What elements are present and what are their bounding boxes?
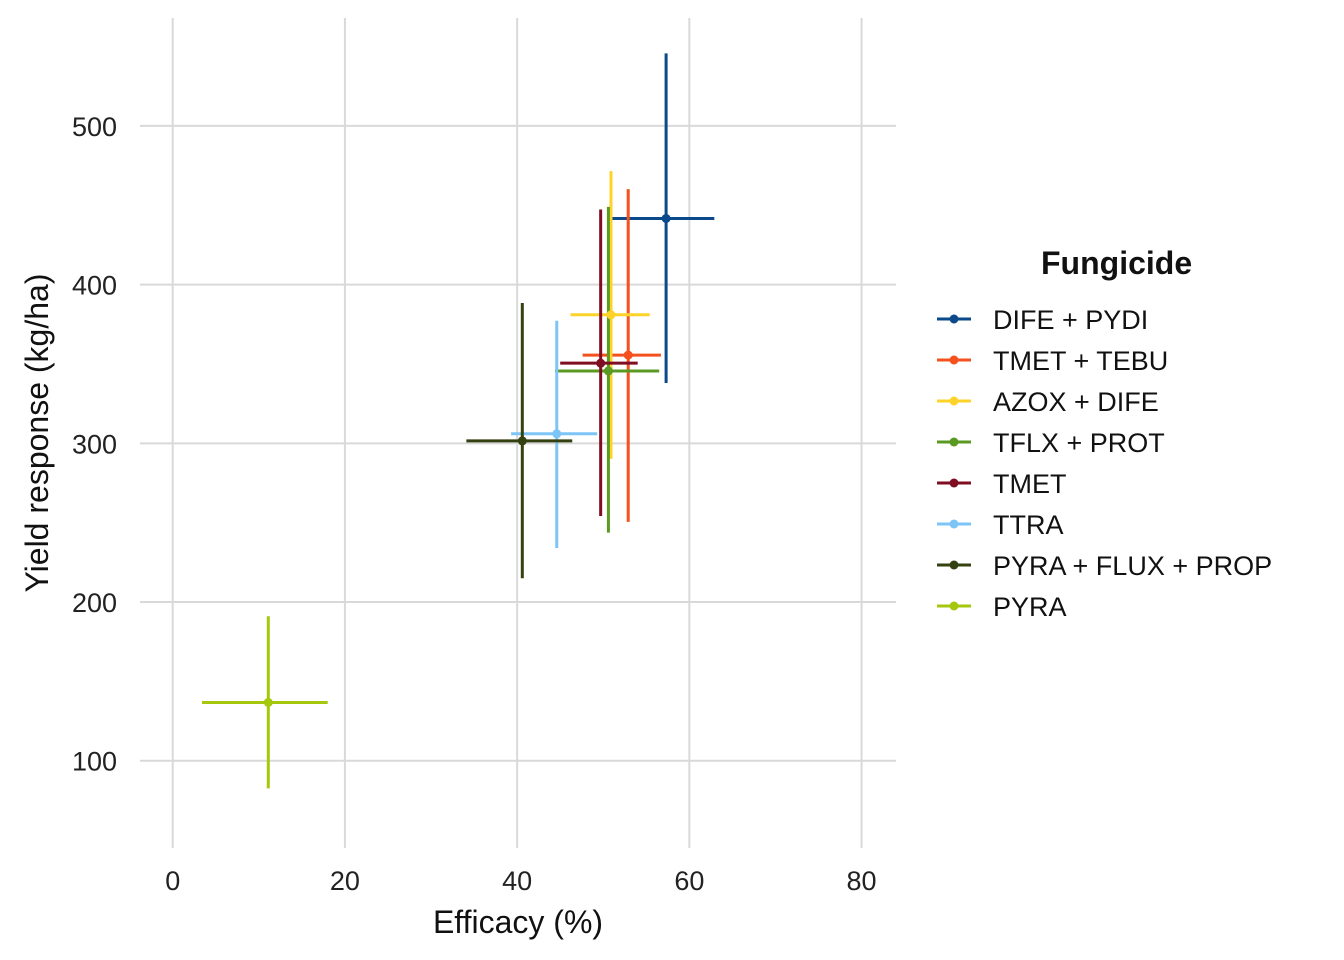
y-tick-labels: 100 200 300 400 500 <box>72 112 117 777</box>
legend-key-point-tmet <box>949 478 959 488</box>
legend-title: Fungicide <box>1041 245 1192 281</box>
legend-label-tmet: TMET <box>993 469 1067 499</box>
point-pyra <box>263 697 273 707</box>
x-axis-title: Efficacy (%) <box>433 904 603 940</box>
legend-label-dife-pydi: DIFE + PYDI <box>993 305 1148 335</box>
legend-label-ttra: TTRA <box>993 510 1064 540</box>
x-tick-label: 0 <box>165 866 180 896</box>
x-tick-label: 20 <box>330 866 360 896</box>
point-azox-dife <box>606 310 616 320</box>
legend-label-tflx-prot: TFLX + PROT <box>993 428 1165 458</box>
point-ttra <box>552 429 562 439</box>
legend-key-point-tmet-tebu <box>949 355 959 365</box>
legend-label-pyra: PYRA <box>993 592 1067 622</box>
grid <box>140 18 896 848</box>
legend-key-point-ttra <box>949 519 959 529</box>
x-tick-label: 80 <box>847 866 877 896</box>
x-tick-label: 60 <box>674 866 704 896</box>
y-tick-label: 200 <box>72 588 117 618</box>
point-tmet-tebu <box>623 350 633 360</box>
data-points <box>263 213 671 707</box>
x-tick-labels: 0 20 40 60 80 <box>165 866 876 896</box>
point-tmet <box>596 358 606 368</box>
point-pyra-flux-prop <box>517 436 527 446</box>
legend-key-point-tflx-prot <box>949 437 959 447</box>
legend-label-tmet-tebu: TMET + TEBU <box>993 346 1168 376</box>
y-tick-label: 500 <box>72 112 117 142</box>
point-tflx-prot <box>603 366 613 376</box>
y-tick-label: 300 <box>72 429 117 459</box>
legend-items: DIFE + PYDI TMET + TEBU AZOX + DIFE TFLX + … <box>937 305 1272 622</box>
y-axis-title: Yield response (kg/ha) <box>19 274 55 593</box>
legend-key-point-pyra-flux-prop <box>949 560 959 570</box>
legend-key-point-dife-pydi <box>949 314 959 324</box>
y-tick-label: 400 <box>72 271 117 301</box>
y-tick-label: 100 <box>72 747 117 777</box>
legend-label-pyra-flux-prop: PYRA + FLUX + PROP <box>993 551 1272 581</box>
legend-key-point-pyra <box>949 601 959 611</box>
legend-label-azox-dife: AZOX + DIFE <box>993 387 1159 417</box>
x-tick-label: 40 <box>502 866 532 896</box>
point-dife-pydi <box>661 213 671 223</box>
legend-key-point-azox-dife <box>949 396 959 406</box>
legend: Fungicide DIFE + PYDI TMET + TEBU AZOX + D… <box>937 245 1272 622</box>
